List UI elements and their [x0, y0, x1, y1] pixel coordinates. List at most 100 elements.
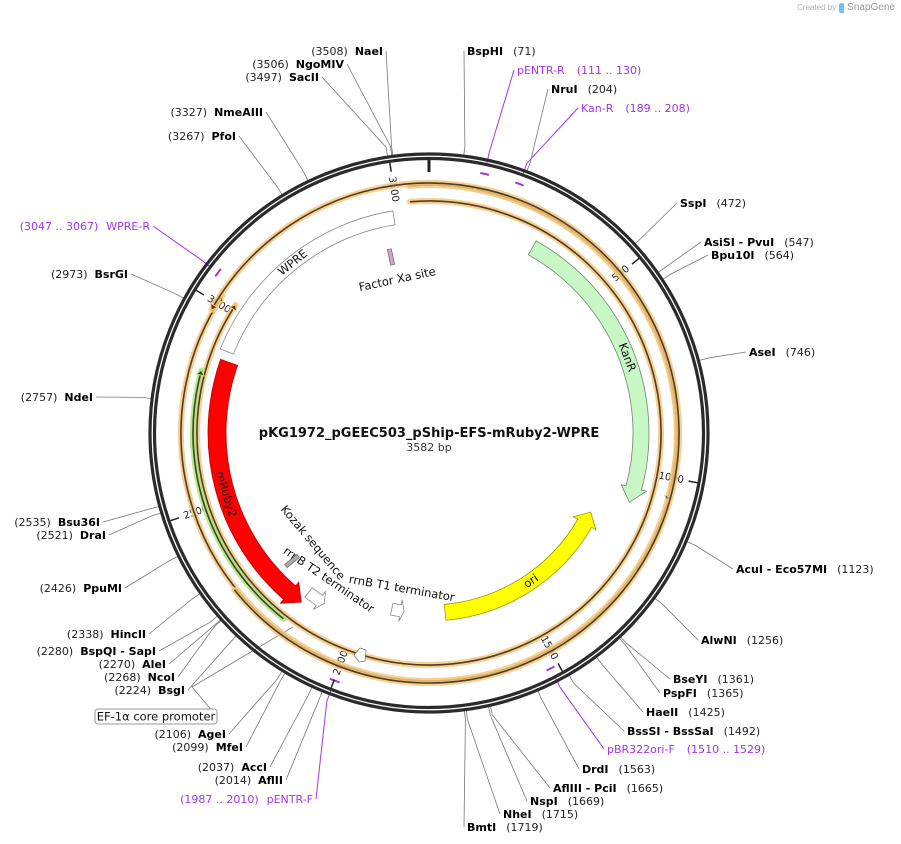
site-position: (1715) [542, 808, 579, 821]
leader-line [654, 598, 699, 641]
snapgene-credit: Created by SnapGene [797, 2, 895, 13]
leader-line [102, 506, 159, 523]
restriction-site-label[interactable]: DrdI (1563) [582, 763, 655, 776]
restriction-site-label[interactable]: (3267) PfoI [168, 130, 236, 143]
leader-line [265, 111, 309, 181]
site-position: (2973) [51, 268, 88, 281]
restriction-site-label[interactable]: (2106) AgeI [154, 728, 226, 741]
site-position: (1665) [627, 782, 664, 795]
restriction-site-label[interactable]: BmtI (1719) [467, 821, 543, 834]
restriction-site-label[interactable]: (2270) AleI [99, 658, 166, 671]
restriction-site-label[interactable]: (2268) NcoI [104, 671, 175, 684]
leader-line [658, 241, 702, 273]
leader-line [187, 635, 237, 691]
site-position: (2037) [198, 761, 235, 774]
site-position: (2426) [40, 582, 77, 595]
orf-arrowhead-icon [195, 369, 205, 377]
feature-rrnb-t1-terminator[interactable] [389, 599, 405, 622]
tick-mark [330, 679, 336, 689]
restriction-site-label[interactable]: (2280) BspQI - SapI [37, 645, 156, 658]
restriction-site-label[interactable]: (3497) SacII [245, 71, 319, 84]
restriction-site-label[interactable]: AsiSI - PvuI (547) [704, 236, 814, 249]
restriction-site-label[interactable]: (2757) NdeI [21, 391, 93, 404]
restriction-site-label[interactable]: (2973) BsrGI [51, 268, 128, 281]
restriction-site-label[interactable]: SspI (472) [680, 197, 746, 210]
primer-label[interactable]: Kan-R (189 .. 208) [581, 102, 690, 115]
leader-line [537, 690, 580, 770]
feature-rrnb-t2-terminator[interactable] [304, 587, 326, 610]
restriction-site-label[interactable]: (3327) NmeAIII [171, 106, 264, 119]
restriction-site-label[interactable]: NruI (204) [551, 83, 617, 96]
plasmid-center-label: pKG1972_pGEEC503_pShip-EFS-mRuby2-WPRE 3… [259, 426, 599, 454]
site-position: (1719) [506, 821, 543, 834]
site-name: BmtI [467, 821, 496, 834]
feature-marker-kozak-sequence[interactable] [284, 553, 300, 569]
site-name: AlwNI [701, 634, 737, 647]
promoter-callout-box[interactable] [94, 708, 218, 725]
primer-name: WPRE-R [106, 220, 150, 233]
site-position: (2521) [36, 529, 73, 542]
site-name: MfeI [216, 741, 243, 754]
feature-ori[interactable] [443, 511, 597, 621]
plasmid-length: 3582 bp [406, 441, 451, 454]
restriction-site-label[interactable]: (2338) HincII [67, 628, 146, 641]
restriction-site-label[interactable]: NheI (1715) [503, 808, 578, 821]
feature-mruby2[interactable] [207, 358, 302, 604]
primer-label[interactable]: pENTR-R (111 .. 130) [517, 64, 641, 77]
primer-label[interactable]: (3047 .. 3067) WPRE-R [20, 220, 151, 233]
site-position: (1256) [747, 634, 784, 647]
site-name: AcuI - Eco57MI [736, 563, 827, 576]
restriction-site-label[interactable]: HaeII (1425) [646, 706, 725, 719]
feature-kanr[interactable] [527, 240, 650, 503]
site-position: (3508) [311, 45, 348, 58]
site-name: NspI [530, 795, 558, 808]
primer-leader [521, 107, 579, 177]
leader-line [699, 351, 747, 361]
site-labels: BspHI (71) NruI (204) SspI (472) AsiSI - PvuI(… [14, 45, 873, 834]
restriction-site-label[interactable]: AlwNI (1256) [701, 634, 783, 647]
leader-line [463, 50, 466, 156]
restriction-site-label[interactable]: (3508) NaeI [311, 45, 383, 58]
site-position: (1492) [724, 725, 761, 738]
feature-wpre[interactable] [219, 210, 396, 355]
primer-label[interactable]: pBR322ori-F (1510 .. 1529) [607, 743, 765, 756]
site-position: (2338) [67, 628, 104, 641]
restriction-site-label[interactable]: (3506) NgoMIV [252, 58, 344, 71]
leader-line [108, 512, 161, 536]
restriction-site-label[interactable]: (2037) AccI [198, 761, 267, 774]
restriction-site-label[interactable]: NspI (1669) [530, 795, 604, 808]
restriction-site-label[interactable]: BspHI (71) [467, 45, 536, 58]
restriction-site-label[interactable]: (2014) AflII [215, 774, 283, 787]
restriction-site-label[interactable]: BssSI - BssSaI (1492) [627, 725, 760, 738]
restriction-site-label[interactable]: PspFI (1365) [663, 687, 743, 700]
restriction-site-label[interactable]: BseYI (1361) [673, 673, 754, 686]
orf-line [210, 182, 680, 684]
restriction-site-label[interactable]: (2224) BsgI [115, 684, 185, 697]
site-name: BseYI [673, 673, 707, 686]
primer-name: pENTR-R [517, 64, 565, 77]
feature-marker-factor-xa-site[interactable] [386, 248, 396, 266]
restriction-site-label[interactable]: AcuI - Eco57MI (1123) [736, 563, 874, 576]
restriction-site-label[interactable]: (2426) PpuMI [40, 582, 122, 595]
site-name: NcoI [148, 671, 175, 684]
site-name: HincII [110, 628, 146, 641]
restriction-site-label[interactable]: (2535) Bsu36I [14, 516, 100, 529]
restriction-site-label[interactable]: AflIII - PciI (1665) [553, 782, 663, 795]
restriction-site-label[interactable]: AseI (746) [749, 346, 815, 359]
site-position: (547) [784, 236, 814, 249]
site-position: (71) [513, 45, 536, 58]
primer-range: (111 .. 130) [577, 64, 642, 77]
primer-name: Kan-R [581, 102, 614, 115]
site-name: NmeAIII [214, 106, 263, 119]
restriction-site-label[interactable]: Bpu10I (564) [711, 249, 794, 262]
restriction-site-label[interactable]: (2521) DraI [36, 529, 106, 542]
leader-line [686, 541, 734, 570]
feature-marker-rrnb-small[interactable] [353, 647, 367, 663]
site-name: PspFI [663, 687, 697, 700]
restriction-site-label[interactable]: (2099) MfeI [172, 741, 243, 754]
primer-label[interactable]: (1987 .. 2010) pENTR-F [180, 793, 313, 806]
site-name: BssSI - BssSaI [627, 725, 714, 738]
leader-lines [95, 50, 747, 828]
site-name: NruI [551, 83, 578, 96]
site-name: AccI [241, 761, 267, 774]
